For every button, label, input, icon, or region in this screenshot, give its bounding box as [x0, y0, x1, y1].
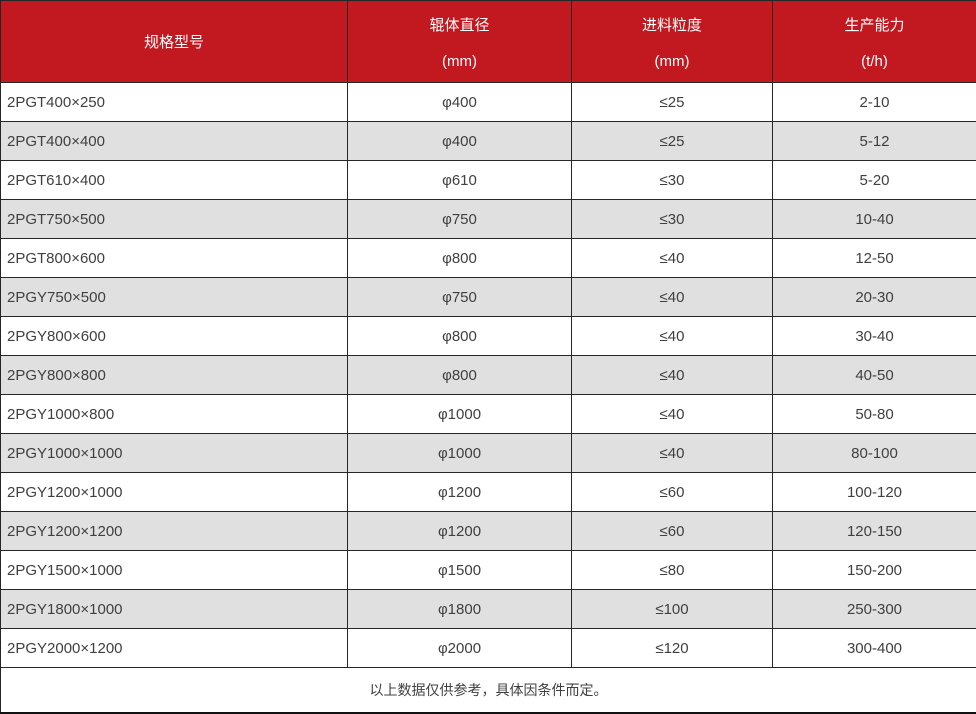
- table-footnote: 以上数据仅供参考，具体因条件而定。: [1, 668, 976, 714]
- cell-roller-diameter: φ1200: [348, 512, 572, 551]
- cell-model: 2PGY1200×1000: [1, 473, 348, 512]
- column-title: 生产能力: [844, 14, 904, 35]
- cell-feed-size: ≤120: [572, 629, 773, 668]
- cell-roller-diameter: φ400: [348, 83, 572, 122]
- cell-model: 2PGT800×600: [1, 239, 348, 278]
- table-row: 2PGY750×500 φ750 ≤40 20-30: [1, 278, 976, 317]
- cell-capacity: 30-40: [773, 317, 976, 356]
- cell-roller-diameter: φ750: [348, 200, 572, 239]
- cell-model: 2PGT610×400: [1, 161, 348, 200]
- column-header: 进料粒度 (mm): [572, 1, 773, 83]
- column-title: 进料粒度: [642, 14, 702, 35]
- cell-model: 2PGY800×600: [1, 317, 348, 356]
- cell-capacity: 5-20: [773, 161, 976, 200]
- cell-feed-size: ≤60: [572, 473, 773, 512]
- cell-roller-diameter: φ1200: [348, 473, 572, 512]
- column-header-content: 生产能力 (t/h): [773, 14, 976, 70]
- cell-capacity: 50-80: [773, 395, 976, 434]
- cell-roller-diameter: φ400: [348, 122, 572, 161]
- cell-feed-size: ≤25: [572, 122, 773, 161]
- column-title: 规格型号: [144, 31, 204, 52]
- cell-feed-size: ≤25: [572, 83, 773, 122]
- table-row: 2PGY1800×1000 φ1800 ≤100 250-300: [1, 590, 976, 629]
- cell-model: 2PGY1800×1000: [1, 590, 348, 629]
- cell-capacity: 300-400: [773, 629, 976, 668]
- cell-capacity: 5-12: [773, 122, 976, 161]
- table-row: 2PGY1200×1200 φ1200 ≤60 120-150: [1, 512, 976, 551]
- cell-feed-size: ≤60: [572, 512, 773, 551]
- cell-feed-size: ≤40: [572, 278, 773, 317]
- cell-model: 2PGY2000×1200: [1, 629, 348, 668]
- footnote-row: 以上数据仅供参考，具体因条件而定。: [1, 668, 976, 714]
- table-row: 2PGY2000×1200 φ2000 ≤120 300-400: [1, 629, 976, 668]
- cell-feed-size: ≤100: [572, 590, 773, 629]
- column-header-content: 规格型号: [1, 31, 347, 52]
- cell-roller-diameter: φ1800: [348, 590, 572, 629]
- table-row: 2PGT800×600 φ800 ≤40 12-50: [1, 239, 976, 278]
- cell-roller-diameter: φ2000: [348, 629, 572, 668]
- table-row: 2PGY1000×800 φ1000 ≤40 50-80: [1, 395, 976, 434]
- cell-capacity: 20-30: [773, 278, 976, 317]
- cell-roller-diameter: φ1000: [348, 434, 572, 473]
- cell-model: 2PGY1000×1000: [1, 434, 348, 473]
- cell-capacity: 250-300: [773, 590, 976, 629]
- column-unit: (t/h): [861, 53, 888, 70]
- header-row: 规格型号 辊体直径 (mm) 进料粒度 (mm) 生产能力 (t/h): [1, 1, 976, 83]
- cell-capacity: 12-50: [773, 239, 976, 278]
- cell-capacity: 120-150: [773, 512, 976, 551]
- column-unit: (mm): [655, 53, 690, 70]
- cell-feed-size: ≤30: [572, 161, 773, 200]
- cell-feed-size: ≤30: [572, 200, 773, 239]
- column-header-content: 进料粒度 (mm): [572, 14, 772, 70]
- cell-capacity: 40-50: [773, 356, 976, 395]
- cell-model: 2PGT400×250: [1, 83, 348, 122]
- column-header: 辊体直径 (mm): [348, 1, 572, 83]
- cell-capacity: 80-100: [773, 434, 976, 473]
- cell-roller-diameter: φ800: [348, 317, 572, 356]
- cell-model: 2PGY750×500: [1, 278, 348, 317]
- table-row: 2PGT610×400 φ610 ≤30 5-20: [1, 161, 976, 200]
- table-row: 2PGY1200×1000 φ1200 ≤60 100-120: [1, 473, 976, 512]
- cell-feed-size: ≤40: [572, 317, 773, 356]
- cell-model: 2PGY1500×1000: [1, 551, 348, 590]
- cell-capacity: 2-10: [773, 83, 976, 122]
- cell-capacity: 150-200: [773, 551, 976, 590]
- table-row: 2PGY800×800 φ800 ≤40 40-50: [1, 356, 976, 395]
- cell-feed-size: ≤80: [572, 551, 773, 590]
- table-row: 2PGY800×600 φ800 ≤40 30-40: [1, 317, 976, 356]
- cell-model: 2PGY1000×800: [1, 395, 348, 434]
- cell-roller-diameter: φ1500: [348, 551, 572, 590]
- cell-model: 2PGY1200×1200: [1, 512, 348, 551]
- cell-capacity: 10-40: [773, 200, 976, 239]
- table-row: 2PGT400×400 φ400 ≤25 5-12: [1, 122, 976, 161]
- cell-model: 2PGY800×800: [1, 356, 348, 395]
- cell-roller-diameter: φ1000: [348, 395, 572, 434]
- cell-feed-size: ≤40: [572, 356, 773, 395]
- table-row: 2PGY1500×1000 φ1500 ≤80 150-200: [1, 551, 976, 590]
- table-row: 2PGT750×500 φ750 ≤30 10-40: [1, 200, 976, 239]
- cell-model: 2PGT400×400: [1, 122, 348, 161]
- table-row: 2PGY1000×1000 φ1000 ≤40 80-100: [1, 434, 976, 473]
- column-header: 规格型号: [1, 1, 348, 83]
- column-unit: (mm): [442, 53, 477, 70]
- column-title: 辊体直径: [429, 14, 489, 35]
- cell-capacity: 100-120: [773, 473, 976, 512]
- column-header-content: 辊体直径 (mm): [348, 14, 571, 70]
- table-row: 2PGT400×250 φ400 ≤25 2-10: [1, 83, 976, 122]
- cell-roller-diameter: φ800: [348, 239, 572, 278]
- cell-roller-diameter: φ610: [348, 161, 572, 200]
- cell-feed-size: ≤40: [572, 239, 773, 278]
- cell-roller-diameter: φ750: [348, 278, 572, 317]
- cell-roller-diameter: φ800: [348, 356, 572, 395]
- cell-model: 2PGT750×500: [1, 200, 348, 239]
- column-header: 生产能力 (t/h): [773, 1, 976, 83]
- cell-feed-size: ≤40: [572, 434, 773, 473]
- cell-feed-size: ≤40: [572, 395, 773, 434]
